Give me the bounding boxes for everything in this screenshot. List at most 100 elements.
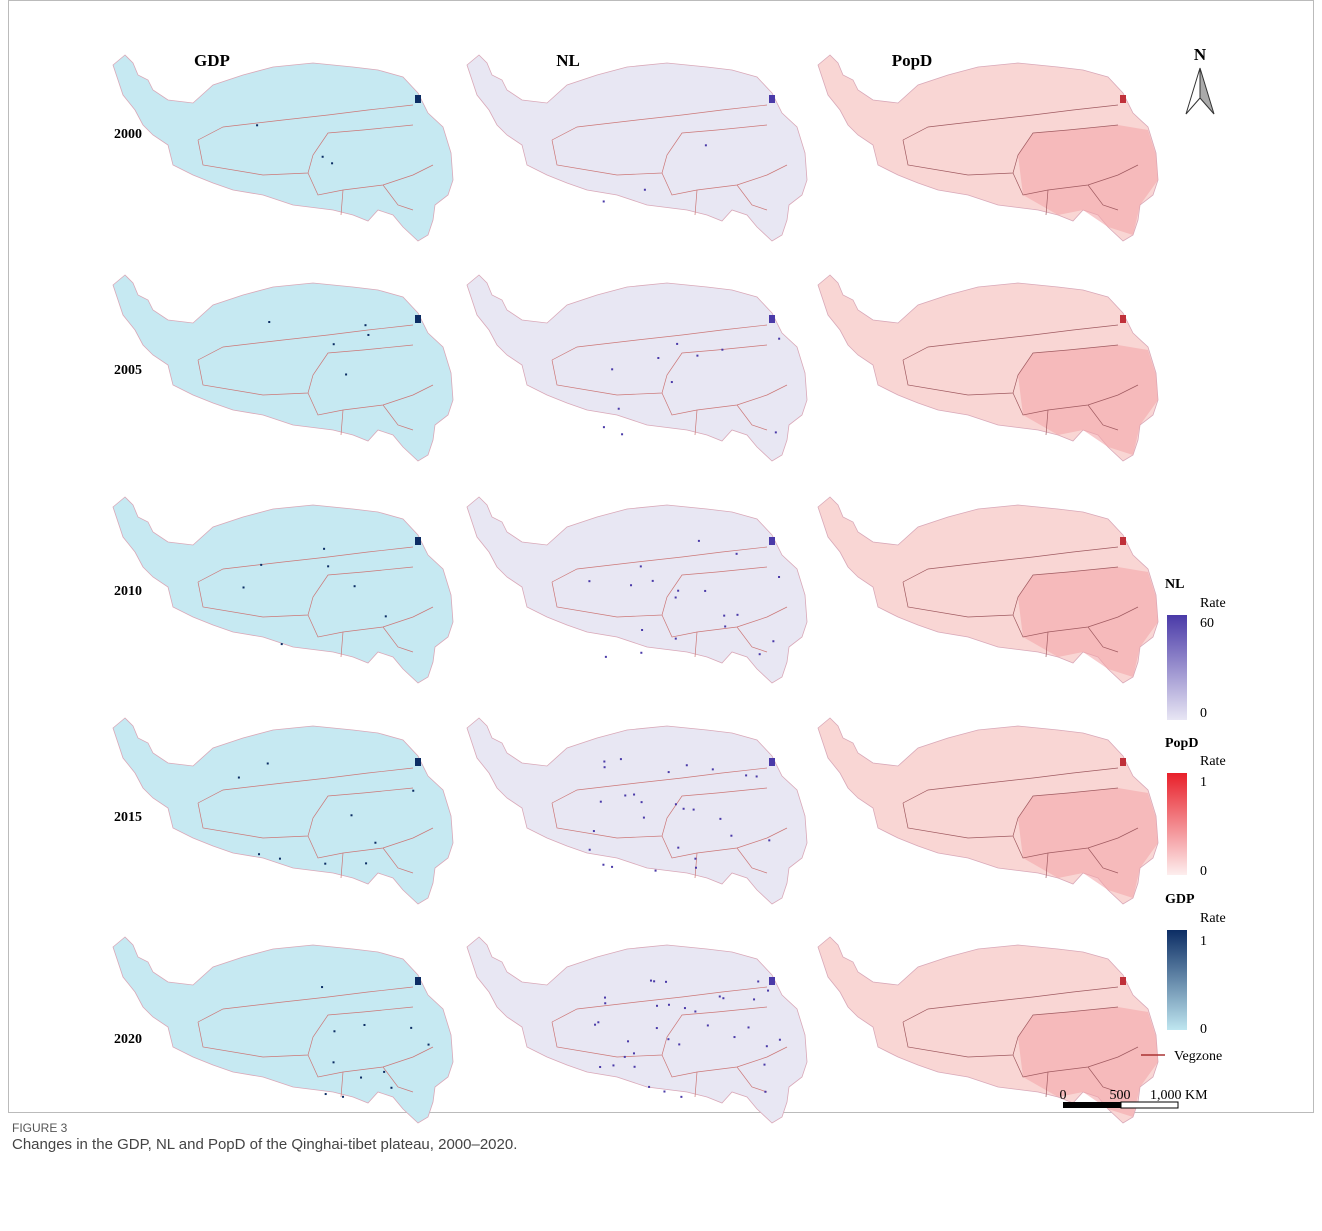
city — [736, 553, 738, 555]
city — [707, 1024, 709, 1026]
city — [428, 1044, 430, 1046]
city — [769, 95, 775, 103]
city — [756, 775, 758, 777]
city — [671, 381, 673, 383]
city — [604, 766, 606, 768]
city — [1120, 758, 1126, 766]
city — [612, 1064, 614, 1066]
city — [360, 1077, 362, 1079]
legend-max: 1 — [1200, 775, 1207, 790]
map — [113, 55, 453, 241]
city — [657, 357, 659, 359]
city — [769, 315, 775, 323]
city — [722, 997, 724, 999]
legend-min: 0 — [1200, 864, 1207, 879]
city — [322, 156, 324, 158]
city — [611, 866, 613, 868]
city — [364, 324, 366, 326]
city — [363, 1024, 365, 1026]
city — [705, 144, 707, 146]
city — [730, 835, 732, 837]
city — [663, 1091, 665, 1093]
map — [467, 937, 807, 1123]
city — [641, 629, 643, 631]
maps — [113, 55, 1158, 1123]
city — [624, 794, 626, 796]
map — [467, 55, 807, 241]
scale-bar — [1121, 1102, 1178, 1108]
city — [605, 656, 607, 658]
city — [620, 758, 622, 760]
city — [656, 1027, 658, 1029]
region — [467, 275, 807, 461]
city — [611, 368, 613, 370]
city — [778, 338, 780, 340]
page: {"columns": ["GDP", "NL", "PopD"], "rows… — [0, 0, 1322, 1231]
city — [327, 565, 329, 567]
caption-label: FIGURE 3 — [12, 1121, 68, 1135]
city — [694, 1010, 696, 1012]
city — [633, 794, 635, 796]
city — [415, 95, 421, 103]
legend-title: PopD — [1165, 736, 1198, 751]
city — [345, 373, 347, 375]
city — [279, 858, 281, 860]
city — [769, 537, 775, 545]
city — [354, 585, 356, 587]
city — [1120, 315, 1126, 323]
city — [766, 1045, 768, 1047]
row-label: 2000 — [114, 127, 142, 142]
city — [768, 839, 770, 841]
city — [653, 980, 655, 982]
city — [602, 864, 604, 866]
map — [467, 275, 807, 461]
city — [640, 652, 642, 654]
city — [767, 990, 769, 992]
city — [772, 640, 774, 642]
legend-unit: Rate — [1200, 754, 1226, 769]
vegzone-label: Vegzone — [1174, 1049, 1222, 1064]
legend-max: 60 — [1200, 616, 1214, 631]
city — [683, 808, 685, 810]
city — [677, 847, 679, 849]
city — [640, 565, 642, 567]
scale-label: 1,000 KM — [1150, 1088, 1208, 1103]
map — [113, 937, 453, 1123]
legend-title: GDP — [1165, 892, 1195, 907]
city — [668, 1004, 670, 1006]
city — [719, 818, 721, 820]
city — [415, 315, 421, 323]
city — [704, 590, 706, 592]
legend-ramp — [1167, 930, 1187, 1030]
map — [818, 275, 1158, 461]
region — [113, 718, 453, 904]
column-header: NL — [556, 51, 580, 70]
city — [267, 762, 269, 764]
city — [667, 1038, 669, 1040]
scale-bar — [1063, 1102, 1121, 1108]
legend-min: 0 — [1200, 1022, 1207, 1037]
city — [652, 580, 654, 582]
region — [113, 937, 453, 1123]
legend-max: 1 — [1200, 934, 1207, 949]
legend-ramp — [1167, 615, 1187, 720]
city — [684, 1007, 686, 1009]
city — [753, 998, 755, 1000]
city — [656, 1005, 658, 1007]
city — [1120, 977, 1126, 985]
city — [759, 653, 761, 655]
city — [621, 433, 623, 435]
region — [467, 55, 807, 241]
city — [260, 564, 262, 566]
city — [365, 862, 367, 864]
caption-text: Changes in the GDP, NL and PopD of the Q… — [12, 1136, 517, 1153]
city — [604, 1002, 606, 1004]
map — [113, 718, 453, 904]
city — [675, 596, 677, 598]
city — [374, 842, 376, 844]
region — [113, 275, 453, 461]
row-label: 2005 — [114, 363, 142, 378]
city — [415, 537, 421, 545]
city — [724, 625, 726, 627]
city — [281, 643, 283, 645]
